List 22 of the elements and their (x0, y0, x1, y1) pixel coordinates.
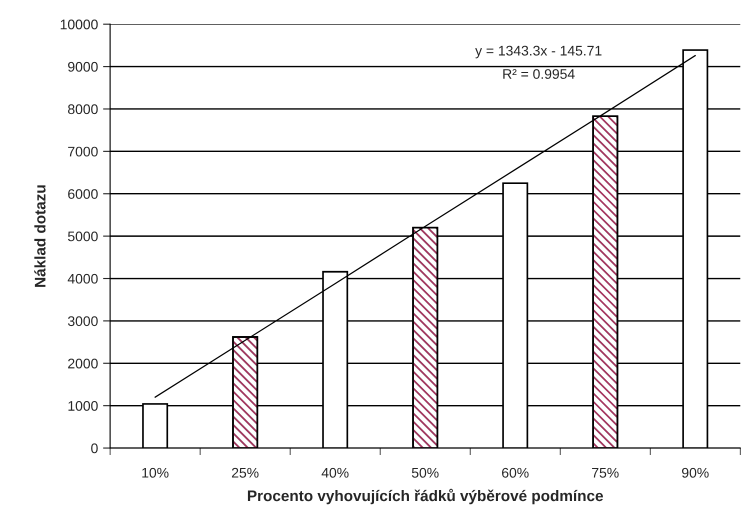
y-tick-label: 7000 (68, 146, 98, 157)
y-tick-label: 8000 (68, 104, 98, 114)
x-axis-title: Procento vyhovujících řádků výběrové podmínce (248, 488, 603, 504)
y-tick-label: 5000 (68, 231, 98, 242)
x-tick-label: 90% (682, 468, 709, 478)
y-tick-label: 1000 (68, 401, 98, 411)
y-tick-label: 2000 (68, 358, 98, 368)
x-tick-label: 60% (502, 468, 529, 478)
x-tick-label: 40% (322, 468, 349, 478)
x-tick-label: 75% (592, 468, 619, 478)
annotation: R² = 0.9954 (503, 69, 575, 79)
y-tick-label: 9000 (68, 62, 98, 72)
y-tick-label: 4000 (68, 274, 98, 284)
y-tick-label: 3000 (68, 316, 98, 326)
x-tick-label: 25% (232, 468, 259, 478)
y-tick-label: 10000 (60, 20, 98, 30)
y-axis-title: Náklad dotazu (34, 185, 46, 287)
x-tick-label: 10% (142, 468, 169, 478)
x-tick-label: 50% (412, 468, 439, 478)
annotation: y = 1343.3x - 145.71 (475, 46, 602, 58)
y-tick-label: 0 (91, 443, 98, 454)
y-tick-label: 6000 (68, 189, 98, 199)
